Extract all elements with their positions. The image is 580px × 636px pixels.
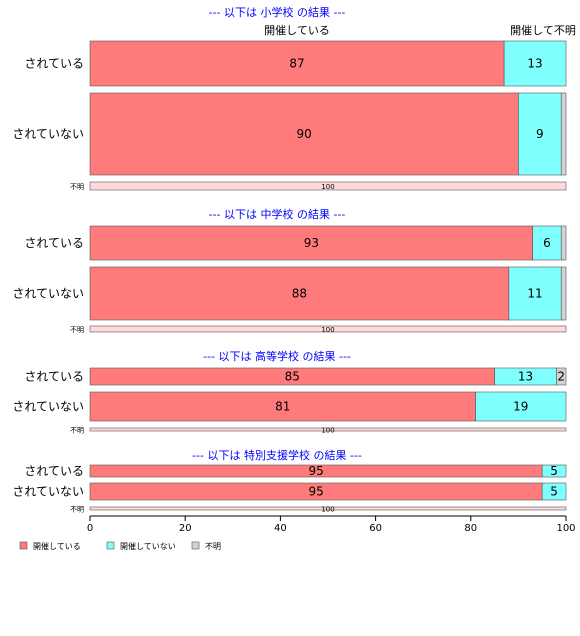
bar-segment-not-held	[541, 482, 567, 501]
bar-row: されている 95 5	[24, 464, 567, 478]
row-label: されていない	[12, 287, 84, 301]
data-label: 2	[557, 370, 565, 384]
bar-segment-unknown	[556, 367, 567, 386]
x-axis: 0 20 40 60 80 100	[87, 515, 576, 534]
bar-segment-not-held	[503, 40, 567, 87]
legend-swatch-unknown	[191, 541, 200, 550]
bar-segment-not-held	[508, 266, 562, 321]
data-label: 13	[518, 370, 533, 384]
bar-segment-not-held	[475, 391, 567, 422]
data-label: 93	[304, 236, 319, 250]
legend-swatch-not-held	[106, 541, 115, 550]
x-tick-label: 20	[179, 523, 192, 534]
data-label: 19	[513, 400, 528, 414]
panel-4: --- 以下は 特別支援学校 の結果 --- されている 95 5 されていない 95 5 不…	[12, 448, 567, 514]
legend-label: 開催していない	[120, 541, 176, 551]
row-label: されていない	[12, 400, 84, 414]
data-label: 81	[275, 400, 290, 414]
bar-segment-held	[89, 325, 567, 333]
row-label: 不明	[70, 506, 84, 514]
bar-segment-held	[89, 92, 519, 176]
x-tick-label: 0	[87, 523, 93, 534]
bar-row: されている 87 13	[24, 40, 567, 87]
row-label: されている	[24, 464, 84, 478]
x-tick-label: 60	[369, 523, 382, 534]
data-label: 95	[308, 464, 323, 478]
data-label: 5	[550, 485, 558, 499]
panel-title: --- 以下は 高等学校 の結果 ---	[203, 349, 351, 363]
data-label: 100	[321, 183, 334, 191]
data-label: 85	[285, 370, 300, 384]
x-tick-label: 40	[274, 523, 287, 534]
row-label: されていない	[12, 127, 84, 141]
row-label: 不明	[70, 427, 84, 435]
bar-row: されていない 90 9	[12, 92, 567, 176]
row-label: されている	[24, 236, 84, 250]
bar-row: されている 85 13 2	[24, 367, 567, 386]
bar-row: されていない 88 11	[12, 266, 567, 321]
chart-panels: --- 以下は 小学校 の結果 --- されている 87 13 されていない 90 9 不明 1…	[12, 5, 567, 514]
legend-label: 不明	[205, 542, 221, 551]
panel-title: --- 以下は 中学校 の結果 ---	[209, 207, 346, 221]
x-tick-label: 80	[464, 523, 477, 534]
bar-segment-unknown	[560, 225, 567, 261]
row-label: されていない	[12, 485, 84, 499]
data-label: 95	[308, 485, 323, 499]
data-label: 100	[321, 326, 334, 334]
bar-segment-unknown	[560, 266, 567, 321]
legend-swatch-held	[19, 541, 28, 550]
data-label: 100	[321, 506, 334, 514]
data-label: 13	[527, 57, 542, 71]
panel-title: --- 以下は 小学校 の結果 ---	[209, 5, 346, 19]
row-label: されている	[24, 370, 84, 384]
data-label: 88	[292, 287, 307, 301]
legend-label: 開催している	[33, 541, 81, 551]
bar-row-unknown: 不明 100	[70, 181, 567, 191]
row-label: 不明	[70, 326, 84, 334]
bar-row: されていない 95 5	[12, 482, 567, 501]
panel-2: --- 以下は 中学校 の結果 --- されている 93 6 されていない 88 11 不明 1…	[12, 207, 567, 334]
bar-segment-not-held	[518, 92, 562, 176]
bar-row: されている 93 6	[24, 225, 567, 261]
data-label: 5	[550, 464, 558, 478]
bar-segment-held	[89, 40, 505, 87]
bar-segment-not-held	[532, 225, 562, 261]
bar-segment-held	[89, 225, 533, 261]
bar-segment-held	[89, 181, 567, 191]
bar-segment-not-held	[541, 464, 567, 478]
bar-segment-held	[89, 427, 567, 432]
bar-row-unknown: 不明 100	[70, 325, 567, 334]
panel-1: --- 以下は 小学校 の結果 --- されている 87 13 されていない 90 9 不明 1…	[12, 5, 567, 191]
bar-segment-held	[89, 506, 567, 511]
panel-title: --- 以下は 特別支援学校 の結果 ---	[192, 448, 362, 462]
top-label-held: 開催している	[264, 23, 330, 37]
top-label-not-held-unknown: 開催して不明	[510, 23, 576, 37]
bar-segment-held	[89, 391, 476, 422]
data-label: 87	[289, 57, 304, 71]
data-label: 100	[321, 427, 334, 435]
row-label: 不明	[70, 183, 84, 191]
row-label: されている	[24, 57, 84, 71]
data-label: 6	[543, 236, 551, 250]
bar-row-unknown: 不明 100	[70, 506, 567, 514]
bar-row: されていない 81 19	[12, 391, 567, 422]
bar-segment-held	[89, 266, 510, 321]
bar-segment-unknown	[560, 92, 567, 176]
data-label: 11	[527, 287, 542, 301]
panel-3: --- 以下は 高等学校 の結果 --- されている 85 13 2 されていない 81 19…	[12, 349, 567, 435]
data-label: 90	[297, 127, 312, 141]
data-label: 9	[536, 127, 544, 141]
bar-row-unknown: 不明 100	[70, 427, 567, 435]
legend: 開催している 開催していない 不明	[19, 541, 221, 551]
x-tick-label: 100	[556, 523, 575, 534]
